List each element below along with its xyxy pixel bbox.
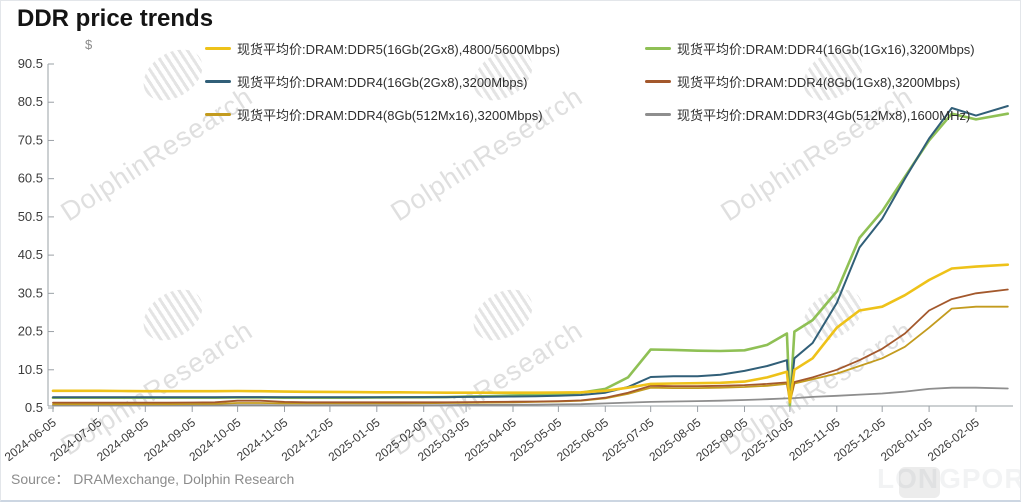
legend-item-ddr5-16gb-2gx8: 现货平均价:DRAM:DDR5(16Gb(2Gx8),4800/5600Mbps… (205, 40, 560, 57)
y-tick-label: 60.5 (18, 171, 43, 186)
legend-item-ddr4-16gb-1gx16: 现货平均价:DRAM:DDR4(16Gb(1Gx16),3200Mbps) (645, 40, 975, 57)
y-tick-label: 70.5 (18, 132, 43, 147)
legend-item-ddr4-8gb-1gx8: 现货平均价:DRAM:DDR4(8Gb(1Gx8),3200Mbps) (645, 73, 961, 90)
y-tick-label: 20.5 (18, 324, 43, 339)
legend-swatch-ddr5-16gb-2gx8 (205, 46, 231, 50)
y-tick-label: 40.5 (18, 247, 43, 262)
y-axis-unit-label: $ (85, 37, 93, 52)
legend-label: 现货平均价:DRAM:DDR5(16Gb(2Gx8),4800/5600Mbps… (237, 41, 560, 57)
legend-label: 现货平均价:DRAM:DDR4(8Gb(1Gx8),3200Mbps) (677, 74, 961, 90)
y-tick-label: 30.5 (18, 285, 43, 300)
legend-label: 现货平均价:DRAM:DDR4(16Gb(2Gx8),3200Mbps) (237, 74, 528, 90)
legend-swatch-ddr3-4gb-512mx8 (645, 112, 671, 116)
legend-label: 现货平均价:DRAM:DDR4(8Gb(512Mx16),3200Mbps) (237, 107, 543, 123)
legend-item-ddr4-8gb-512mx16: 现货平均价:DRAM:DDR4(8Gb(512Mx16),3200Mbps) (205, 106, 543, 123)
y-tick-label: 50.5 (18, 209, 43, 224)
legend-swatch-ddr4-8gb-512mx16 (205, 112, 231, 116)
y-tick-label: 90.5 (18, 56, 43, 71)
legend-label: 现货平均价:DRAM:DDR4(16Gb(1Gx16),3200Mbps) (677, 41, 975, 57)
series-line-ddr4-8gb-1gx8 (52, 288, 1009, 404)
longport-logo-icon (899, 467, 940, 498)
legend-item-ddr3-4gb-512mx8: 现货平均价:DRAM:DDR3(4Gb(512Mx8),1600MHz) (645, 106, 971, 123)
line-chart-canvas: 90.5 80.5 70.5 60.5 50.5 40.5 30.5 20.5 10.5 0.5 2… (2, 56, 1013, 461)
page-title: DDR price trends (17, 5, 214, 32)
series-line-ddr4-16gb-2gx8 (52, 105, 1009, 403)
legend-label: 现货平均价:DRAM:DDR3(4Gb(512Mx8),1600MHz) (677, 107, 971, 123)
legend-item-ddr4-16gb-2gx8: 现货平均价:DRAM:DDR4(16Gb(2Gx8),3200Mbps) (205, 73, 528, 90)
series-line-ddr5-16gb-2gx8 (51, 263, 1010, 404)
y-tick-label: 0.5 (25, 400, 43, 415)
longport-watermark: LONGPORT (877, 463, 1020, 494)
series-line-ddr3-4gb-512mx8 (52, 386, 1009, 407)
y-tick-label: 80.5 (18, 94, 43, 109)
legend-swatch-ddr4-8gb-1gx8 (645, 79, 671, 83)
legend-swatch-ddr4-16gb-1gx16 (645, 46, 671, 50)
x-tick-label: 2026-02-05 (925, 415, 982, 461)
y-tick-label: 10.5 (18, 362, 43, 377)
series-line-ddr4-8gb-512mx16 (52, 305, 1009, 406)
series-line-ddr4-16gb-1gx16 (51, 112, 1010, 407)
legend-swatch-ddr4-16gb-2gx8 (205, 79, 231, 83)
source-note: Source： DRAMexchange, Dolphin Research (11, 471, 295, 487)
